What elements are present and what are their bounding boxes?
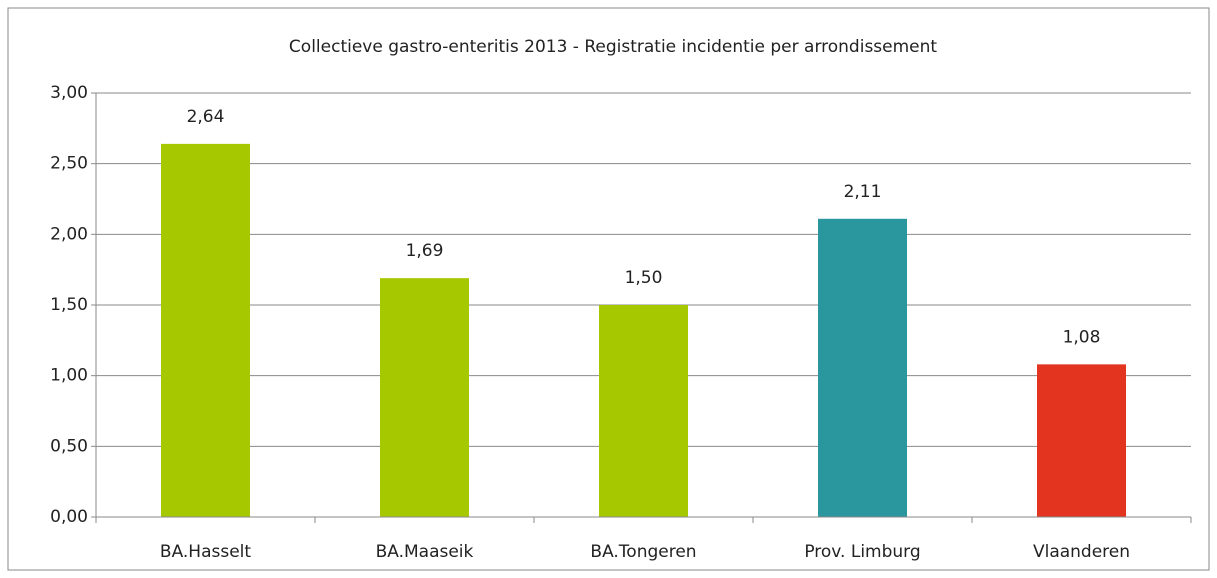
x-tick-label: BA.Hasselt xyxy=(160,542,251,562)
y-tick-label: 3,00 xyxy=(50,83,88,103)
bar xyxy=(1037,364,1126,517)
y-tick-label: 2,00 xyxy=(50,224,88,244)
value-label: 1,50 xyxy=(625,268,663,288)
x-tick-label: Prov. Limburg xyxy=(804,542,920,562)
x-tick-label: Vlaanderen xyxy=(1033,542,1130,562)
value-label: 1,08 xyxy=(1063,327,1101,347)
bar xyxy=(818,218,907,517)
value-label: 2,64 xyxy=(187,107,225,127)
y-tick-label: 0,50 xyxy=(50,436,88,456)
y-tick-label: 0,00 xyxy=(50,507,88,527)
y-tick-label: 2,50 xyxy=(50,154,88,174)
chart-title: Collectieve gastro-enteritis 2013 - Regi… xyxy=(289,37,937,57)
bar xyxy=(380,278,469,517)
x-tick-label: BA.Maaseik xyxy=(376,542,474,562)
value-label: 2,11 xyxy=(844,182,882,202)
value-label: 1,69 xyxy=(406,241,444,261)
y-tick-label: 1,50 xyxy=(50,295,88,315)
bar xyxy=(599,305,688,517)
y-tick-label: 1,00 xyxy=(50,366,88,386)
bar xyxy=(161,143,250,517)
x-tick-label: BA.Tongeren xyxy=(590,542,696,562)
